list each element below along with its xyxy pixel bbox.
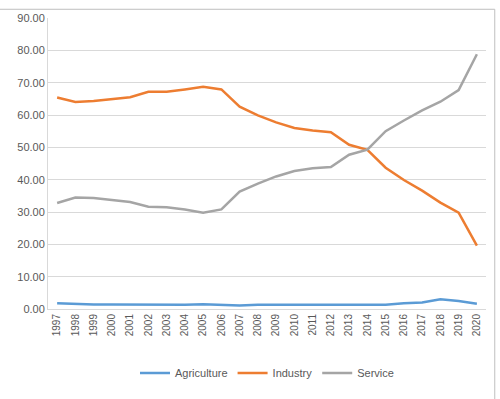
svg-text:20.00: 20.00 bbox=[17, 238, 45, 250]
svg-text:Agriculture: Agriculture bbox=[175, 367, 228, 379]
svg-text:2012: 2012 bbox=[325, 314, 336, 337]
svg-text:50.00: 50.00 bbox=[17, 141, 45, 153]
svg-text:2013: 2013 bbox=[343, 314, 354, 337]
svg-text:2010: 2010 bbox=[289, 314, 300, 337]
svg-text:10.00: 10.00 bbox=[17, 271, 45, 283]
svg-text:2015: 2015 bbox=[380, 314, 391, 337]
svg-text:2006: 2006 bbox=[216, 314, 227, 337]
svg-text:2008: 2008 bbox=[252, 314, 263, 337]
svg-text:1999: 1999 bbox=[88, 314, 99, 337]
svg-text:80.00: 80.00 bbox=[17, 44, 45, 56]
svg-text:1997: 1997 bbox=[51, 314, 62, 337]
svg-text:30.00: 30.00 bbox=[17, 206, 45, 218]
svg-text:Industry: Industry bbox=[273, 367, 313, 379]
svg-text:2017: 2017 bbox=[416, 314, 427, 337]
svg-text:2020: 2020 bbox=[471, 314, 482, 337]
svg-text:90.00: 90.00 bbox=[17, 12, 45, 24]
svg-text:2002: 2002 bbox=[143, 314, 154, 337]
svg-text:2011: 2011 bbox=[307, 314, 318, 336]
svg-text:2000: 2000 bbox=[106, 314, 117, 337]
svg-text:2003: 2003 bbox=[161, 314, 172, 337]
svg-text:2018: 2018 bbox=[435, 314, 446, 337]
svg-text:1998: 1998 bbox=[70, 314, 81, 337]
svg-text:60.00: 60.00 bbox=[17, 109, 45, 121]
svg-text:Service: Service bbox=[357, 367, 394, 379]
svg-text:2014: 2014 bbox=[362, 314, 373, 337]
svg-text:2019: 2019 bbox=[453, 314, 464, 337]
svg-text:2009: 2009 bbox=[270, 314, 281, 337]
svg-text:70.00: 70.00 bbox=[17, 77, 45, 89]
svg-text:2016: 2016 bbox=[398, 314, 409, 337]
svg-text:2005: 2005 bbox=[197, 314, 208, 337]
svg-text:2001: 2001 bbox=[124, 314, 135, 337]
svg-text:40.00: 40.00 bbox=[17, 174, 45, 186]
svg-text:0.00: 0.00 bbox=[23, 303, 44, 315]
svg-text:2004: 2004 bbox=[179, 314, 190, 337]
svg-text:2007: 2007 bbox=[234, 314, 245, 337]
